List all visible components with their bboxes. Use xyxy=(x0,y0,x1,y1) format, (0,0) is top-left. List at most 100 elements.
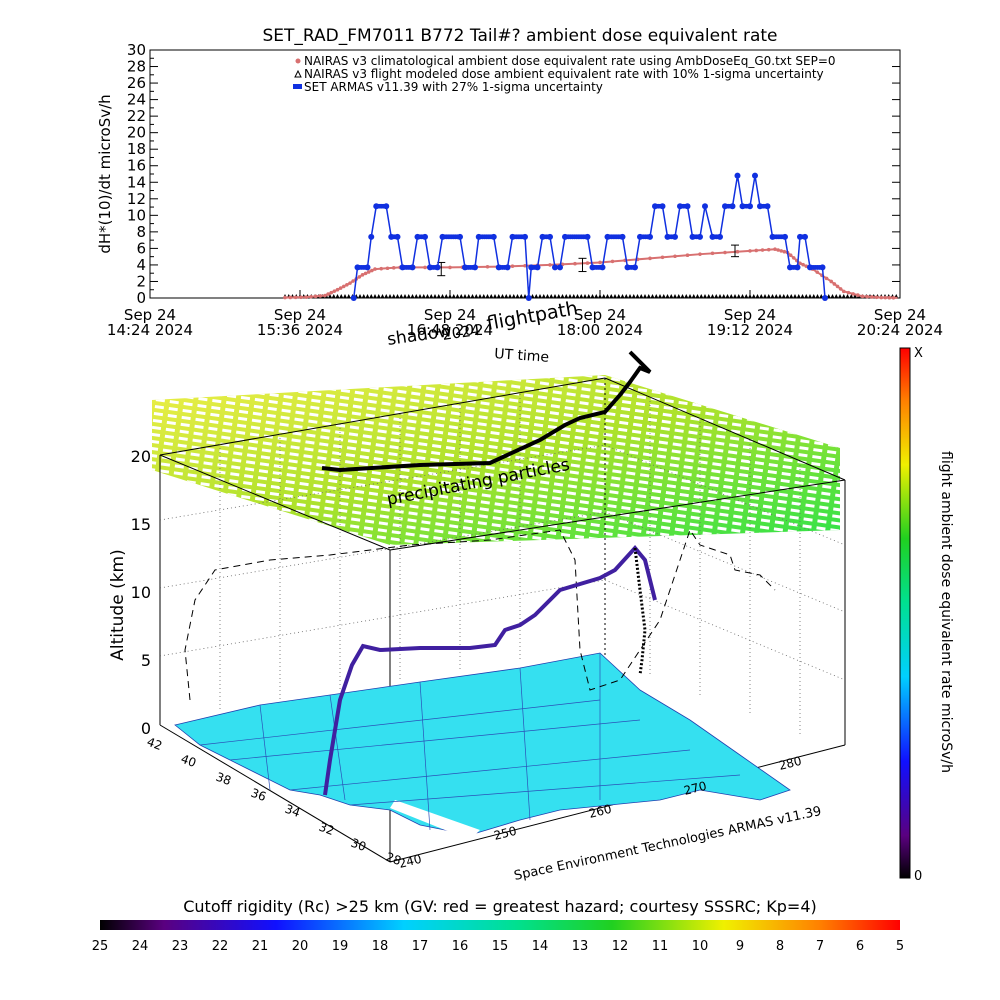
bottom-colorbar-tick-label: 10 xyxy=(692,939,709,954)
altitude-tick-label: 20 xyxy=(131,447,151,466)
bottom-colorbar-tick-label: 15 xyxy=(492,939,509,954)
nairas-climatological-point xyxy=(610,259,615,264)
nairas-climatological-point xyxy=(283,295,287,300)
flight-model-marker xyxy=(669,294,674,298)
flight-model-marker xyxy=(448,294,452,298)
nairas-climatological-point xyxy=(723,250,727,255)
nairas-climatological-point xyxy=(485,264,490,269)
flight-model-marker xyxy=(838,294,842,298)
armas-point xyxy=(489,234,495,240)
bottom-colorbar-tick-label: 23 xyxy=(172,939,189,954)
bottom-colorbar-tick-label: 9 xyxy=(736,939,744,954)
armas-point xyxy=(795,265,800,270)
nairas-climatological-point xyxy=(391,266,396,270)
nairas-climatological-point xyxy=(338,286,343,290)
map-borders xyxy=(199,653,741,831)
armas-point xyxy=(364,265,370,270)
flight-model-marker xyxy=(616,294,621,298)
nairas-climatological-point xyxy=(754,248,759,253)
credit-label: Space Environment Technologies ARMAS v11… xyxy=(513,804,823,884)
flight-model-marker xyxy=(804,294,809,298)
y-tick-label: 26 xyxy=(127,74,146,92)
armas-point xyxy=(557,264,563,271)
bottom-colorbar-tick-label: 20 xyxy=(292,939,309,954)
flight-model-marker xyxy=(676,294,681,298)
armas-point xyxy=(646,234,652,240)
nairas-climatological-point xyxy=(865,294,869,299)
flight-model-marker xyxy=(545,294,550,298)
latitude-tick-label: 28 xyxy=(384,850,403,868)
flight-model-marker xyxy=(609,294,614,298)
nairas-climatological-point xyxy=(373,267,377,271)
x-tick-label-line2: 16:48 2024 xyxy=(407,321,493,339)
y-tick-label: 24 xyxy=(127,91,146,109)
flight-model-marker xyxy=(414,294,419,298)
armas-point xyxy=(394,234,400,240)
nairas-climatological-point xyxy=(801,262,805,267)
nairas-climatological-point xyxy=(299,295,303,300)
flight-model-marker xyxy=(399,294,404,298)
longitude-tick-label: 270 xyxy=(682,779,708,798)
legend-label: NAIRAS v3 climatological ambient dose eq… xyxy=(304,54,836,68)
bottom-colorbar-tick-label: 24 xyxy=(132,939,149,954)
bottom-colorbar-tick-label: 25 xyxy=(92,939,109,954)
bottom-colorbar-tick-label: 5 xyxy=(896,939,904,954)
flight-model-marker xyxy=(759,294,764,298)
legend-label: NAIRAS v3 flight modeled dose ambient eq… xyxy=(304,67,824,81)
flight-model-marker xyxy=(583,294,587,298)
armas-point xyxy=(730,203,735,209)
latitude-tick-label: 42 xyxy=(145,735,164,753)
right-colorbar-gradient xyxy=(899,347,911,879)
flight-model-marker xyxy=(421,294,426,298)
nairas-climatological-point xyxy=(348,281,352,285)
x-tick-label-line2: 19:12 2024 xyxy=(707,321,793,339)
flight-model-marker xyxy=(553,294,557,298)
nairas-climatological-point xyxy=(335,287,340,292)
flight-model-marker xyxy=(778,294,782,298)
flight-model-marker xyxy=(388,294,392,298)
flight-model-marker xyxy=(500,294,505,298)
x-tick-label-line2: 18:00 2024 xyxy=(557,321,643,339)
armas-point xyxy=(765,203,770,209)
nairas-climatological-point xyxy=(293,295,298,300)
flight-model-marker xyxy=(328,294,332,298)
y-tick-label: 10 xyxy=(127,206,146,224)
flight-model-marker xyxy=(331,294,336,298)
y-tick-label: 2 xyxy=(136,272,146,290)
flight-model-marker xyxy=(369,294,374,298)
x-tick-label-line1: Sep 24 xyxy=(274,306,326,324)
nairas-climatological-point xyxy=(323,293,327,298)
nairas-climatological-point xyxy=(788,253,793,258)
bottom-colorbar-title: Cutoff rigidity (Rc) >25 km (GV: red = g… xyxy=(183,897,817,916)
x-tick-label-line1: Sep 24 xyxy=(874,306,926,324)
flight-model-marker xyxy=(841,294,846,298)
flight-model-marker xyxy=(406,294,411,298)
flight-model-marker xyxy=(358,294,362,298)
x-tick-label-line1: Sep 24 xyxy=(724,306,776,324)
flight-model-marker xyxy=(654,294,659,298)
flight-model-marker xyxy=(853,294,857,298)
flight-model-marker xyxy=(800,294,805,298)
flight-model-marker xyxy=(515,294,520,298)
y-tick-label: 30 xyxy=(127,41,146,59)
y-axis-label: dH*(10)/dt microSv/h xyxy=(96,94,114,253)
flight-model-marker xyxy=(665,294,670,298)
nairas-climatological-point xyxy=(798,261,802,266)
nairas-climatological-point xyxy=(782,249,787,254)
bottom-colorbar-tick-label: 14 xyxy=(532,939,549,954)
longitude-tick-label: 260 xyxy=(587,802,613,821)
nairas-climatological-point xyxy=(304,295,309,299)
armas-point xyxy=(471,265,477,270)
altitude-axis-label: Altitude (km) xyxy=(108,549,128,661)
nairas-climatological-point xyxy=(838,287,843,291)
nairas-climatological-point xyxy=(660,255,665,260)
flight-model-marker xyxy=(564,294,569,298)
nairas-climatological-point xyxy=(673,254,677,259)
flight-model-marker xyxy=(455,294,460,298)
flight-model-marker xyxy=(793,294,797,298)
nairas-climatological-point xyxy=(448,265,452,270)
flight-model-marker xyxy=(729,294,734,298)
y-tick-label: 14 xyxy=(127,173,146,191)
flight-model-marker xyxy=(733,294,737,298)
